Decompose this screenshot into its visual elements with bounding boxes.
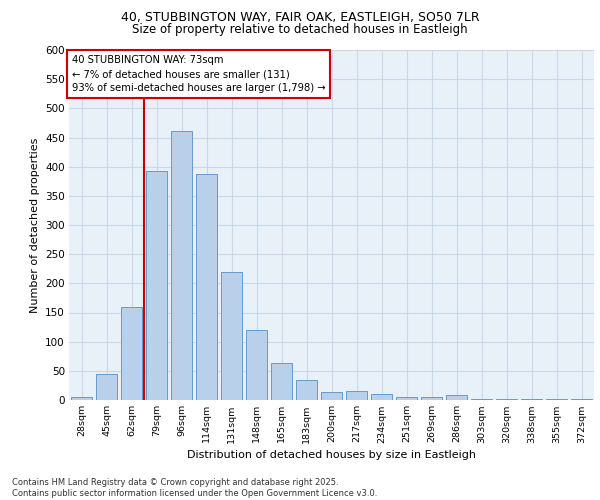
- Bar: [71, 397, 92, 400]
- Y-axis label: Number of detached properties: Number of detached properties: [29, 138, 40, 312]
- Bar: [271, 363, 292, 400]
- Bar: [171, 130, 192, 400]
- Bar: [146, 171, 167, 400]
- Text: Size of property relative to detached houses in Eastleigh: Size of property relative to detached ho…: [132, 22, 468, 36]
- Text: Contains HM Land Registry data © Crown copyright and database right 2025.
Contai: Contains HM Land Registry data © Crown c…: [12, 478, 377, 498]
- Bar: [96, 374, 117, 400]
- Text: 40, STUBBINGTON WAY, FAIR OAK, EASTLEIGH, SO50 7LR: 40, STUBBINGTON WAY, FAIR OAK, EASTLEIGH…: [121, 11, 479, 24]
- Text: 40 STUBBINGTON WAY: 73sqm
← 7% of detached houses are smaller (131)
93% of semi-: 40 STUBBINGTON WAY: 73sqm ← 7% of detach…: [71, 56, 325, 94]
- Bar: [121, 306, 142, 400]
- Bar: [421, 396, 442, 400]
- Bar: [446, 396, 467, 400]
- X-axis label: Distribution of detached houses by size in Eastleigh: Distribution of detached houses by size …: [187, 450, 476, 460]
- Bar: [346, 390, 367, 400]
- Bar: [371, 394, 392, 400]
- Bar: [321, 392, 342, 400]
- Bar: [221, 272, 242, 400]
- Bar: [296, 380, 317, 400]
- Bar: [246, 330, 267, 400]
- Bar: [396, 396, 417, 400]
- Bar: [196, 174, 217, 400]
